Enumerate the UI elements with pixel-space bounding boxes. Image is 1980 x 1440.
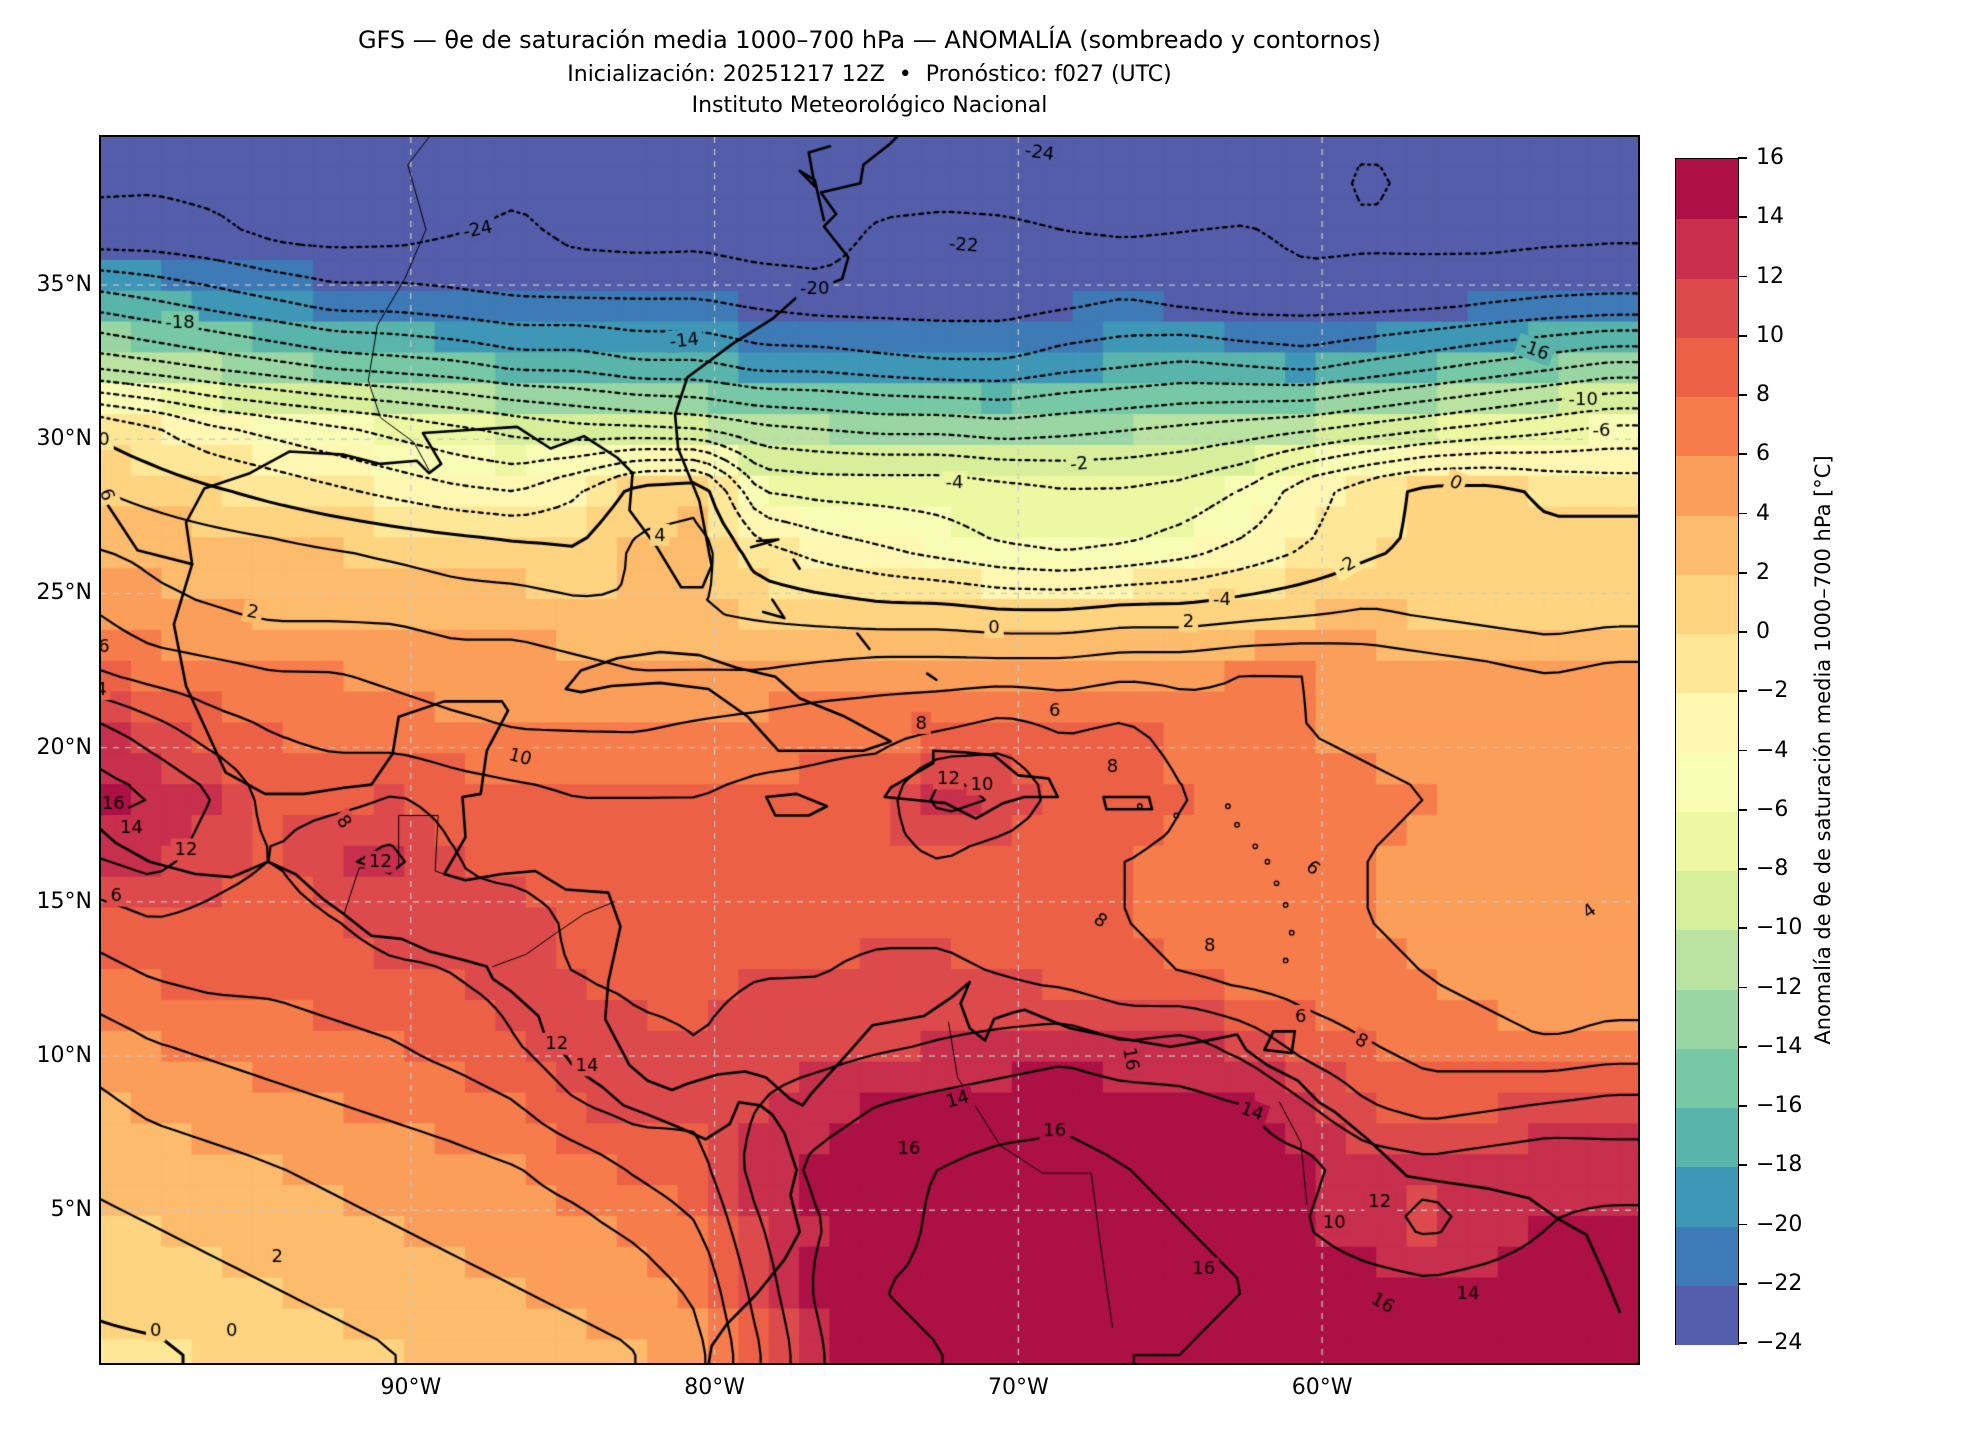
colorbar-tick-label: −8 xyxy=(1756,856,1789,881)
colorbar-tick-label: 10 xyxy=(1756,322,1784,348)
colorbar-tick-mark xyxy=(1738,1105,1747,1107)
colorbar-segment xyxy=(1676,1166,1738,1227)
colorbar xyxy=(1675,158,1739,1345)
lon-tick-label: 60°W xyxy=(1291,1375,1353,1400)
chart-institution: Instituto Meteorológico Nacional xyxy=(691,93,1048,118)
lat-tick-label: 25°N xyxy=(36,580,92,606)
lat-tick-label: 10°N xyxy=(36,1043,92,1069)
colorbar-tick-label: −22 xyxy=(1756,1270,1803,1296)
colorbar-tick-mark xyxy=(1738,275,1747,278)
colorbar-tick-mark xyxy=(1738,631,1747,633)
colorbar-segment xyxy=(1676,218,1738,279)
lat-tick-label: 20°N xyxy=(36,734,92,760)
colorbar-tick-mark xyxy=(1738,808,1747,811)
lat-tick-label: 35°N xyxy=(36,272,92,298)
colorbar-tick-label: 12 xyxy=(1756,263,1784,289)
colorbar-tick-label: −4 xyxy=(1756,737,1789,763)
colorbar-tick-label: 0 xyxy=(1756,619,1770,644)
colorbar-segment xyxy=(1676,159,1738,220)
colorbar-tick-label: 4 xyxy=(1756,500,1770,526)
colorbar-segment xyxy=(1676,751,1738,812)
colorbar-tick-mark xyxy=(1738,1282,1747,1285)
colorbar-segment xyxy=(1676,277,1738,338)
colorbar-tick-label: 14 xyxy=(1756,204,1784,230)
colorbar-tick-mark xyxy=(1738,334,1747,337)
colorbar-segment xyxy=(1676,1225,1738,1286)
colorbar-tick-mark xyxy=(1738,157,1747,159)
colorbar-tick-label: 6 xyxy=(1756,441,1770,467)
colorbar-segment xyxy=(1676,988,1738,1049)
chart-subtitle: Inicialización: 20251217 12Z • Pronóstic… xyxy=(567,62,1172,87)
lon-tick-label: 90°W xyxy=(380,1375,442,1400)
colorbar-tick-mark xyxy=(1738,1223,1747,1226)
colorbar-tick-mark xyxy=(1738,1342,1747,1344)
colorbar-tick-mark xyxy=(1738,927,1747,930)
colorbar-tick-mark xyxy=(1738,394,1747,396)
colorbar-tick-mark xyxy=(1738,749,1747,752)
colorbar-tick-label: −16 xyxy=(1756,1093,1803,1118)
colorbar-segment xyxy=(1676,1284,1738,1345)
colorbar-tick-label: −20 xyxy=(1756,1211,1803,1237)
lon-tick-label: 70°W xyxy=(987,1375,1049,1400)
lat-tick-label: 30°N xyxy=(36,426,92,452)
lon-tick-label: 80°W xyxy=(684,1375,745,1400)
colorbar-tick-label: −10 xyxy=(1756,915,1803,941)
colorbar-segment xyxy=(1676,396,1738,457)
lat-tick-label: 5°N xyxy=(50,1197,92,1223)
colorbar-tick-mark xyxy=(1738,571,1747,574)
map-frame xyxy=(99,135,1640,1365)
colorbar-tick-mark xyxy=(1738,1164,1747,1167)
map-canvas xyxy=(101,137,1638,1363)
colorbar-segment xyxy=(1676,929,1738,990)
colorbar-tick-mark xyxy=(1738,986,1747,989)
chart-title: GFS — θe de saturación media 1000–700 hP… xyxy=(357,26,1382,54)
colorbar-tick-mark xyxy=(1738,868,1747,870)
colorbar-segment xyxy=(1676,455,1738,516)
colorbar-segment xyxy=(1676,633,1738,694)
colorbar-segment xyxy=(1676,692,1738,753)
colorbar-tick-label: 2 xyxy=(1756,559,1770,585)
colorbar-tick-label: −14 xyxy=(1756,1033,1803,1059)
colorbar-tick-label: −24 xyxy=(1756,1330,1803,1355)
colorbar-tick-label: 8 xyxy=(1756,382,1770,407)
colorbar-tick-mark xyxy=(1738,690,1747,693)
colorbar-segment xyxy=(1676,514,1738,575)
colorbar-segment xyxy=(1676,573,1738,634)
colorbar-tick-mark xyxy=(1738,216,1747,219)
colorbar-label: Anomalía de θe de saturación media 1000–… xyxy=(1811,455,1835,1045)
colorbar-tick-mark xyxy=(1738,453,1747,456)
colorbar-tick-label: −2 xyxy=(1756,678,1789,704)
colorbar-segment xyxy=(1676,1047,1738,1108)
colorbar-tick-mark xyxy=(1738,1045,1747,1048)
colorbar-tick-mark xyxy=(1738,512,1747,515)
colorbar-tick-label: 16 xyxy=(1756,145,1784,170)
lat-tick-label: 15°N xyxy=(36,888,92,914)
colorbar-segment xyxy=(1676,810,1738,871)
colorbar-segment xyxy=(1676,870,1738,931)
colorbar-tick-label: −18 xyxy=(1756,1152,1803,1178)
colorbar-segment xyxy=(1676,1107,1738,1168)
colorbar-tick-label: −12 xyxy=(1756,974,1803,1000)
colorbar-segment xyxy=(1676,336,1738,397)
colorbar-tick-label: −6 xyxy=(1756,796,1789,822)
